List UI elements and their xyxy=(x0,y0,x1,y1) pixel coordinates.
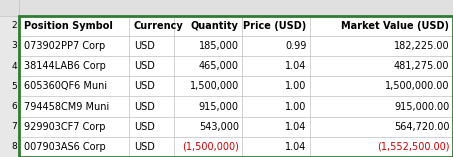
Text: (1,500,000): (1,500,000) xyxy=(182,142,239,152)
Text: 1.04: 1.04 xyxy=(285,122,307,132)
Text: USD: USD xyxy=(134,142,154,152)
Text: 38144LAB6 Corp: 38144LAB6 Corp xyxy=(24,61,106,71)
Text: USD: USD xyxy=(134,41,154,51)
Text: 481,275.00: 481,275.00 xyxy=(394,61,449,71)
Text: 185,000: 185,000 xyxy=(199,41,239,51)
Text: 7: 7 xyxy=(11,122,17,131)
Text: 007903AS6 Corp: 007903AS6 Corp xyxy=(24,142,105,152)
Text: Currency: Currency xyxy=(134,21,183,31)
Text: 1.00: 1.00 xyxy=(285,81,307,91)
Text: 929903CF7 Corp: 929903CF7 Corp xyxy=(24,122,105,132)
Text: USD: USD xyxy=(134,61,154,71)
Text: (1,552,500.00): (1,552,500.00) xyxy=(377,142,449,152)
Text: Quantity: Quantity xyxy=(191,21,239,31)
Text: 915,000.00: 915,000.00 xyxy=(394,102,449,111)
Text: USD: USD xyxy=(134,81,154,91)
Text: 1,500,000.00: 1,500,000.00 xyxy=(385,81,449,91)
Text: USD: USD xyxy=(134,122,154,132)
Text: 2: 2 xyxy=(11,21,17,30)
Text: 794458CM9 Muni: 794458CM9 Muni xyxy=(24,102,109,111)
Text: 5: 5 xyxy=(11,82,17,91)
Text: 8: 8 xyxy=(11,142,17,151)
Text: 605360QF6 Muni: 605360QF6 Muni xyxy=(24,81,106,91)
Text: 4: 4 xyxy=(11,62,17,71)
Text: 3: 3 xyxy=(11,41,17,51)
Text: 0.99: 0.99 xyxy=(285,41,307,51)
Text: 1.00: 1.00 xyxy=(285,102,307,111)
Text: 1.04: 1.04 xyxy=(285,61,307,71)
Bar xyxy=(0,0,453,16)
Text: Position Symbol: Position Symbol xyxy=(24,21,112,31)
Text: 182,225.00: 182,225.00 xyxy=(394,41,449,51)
Text: Price (USD): Price (USD) xyxy=(243,21,307,31)
Text: 564,720.00: 564,720.00 xyxy=(394,122,449,132)
Text: Market Value (USD): Market Value (USD) xyxy=(342,21,449,31)
Bar xyxy=(0,16,19,157)
Text: 073902PP7 Corp: 073902PP7 Corp xyxy=(24,41,105,51)
Text: USD: USD xyxy=(134,102,154,111)
Text: 915,000: 915,000 xyxy=(199,102,239,111)
Text: 6: 6 xyxy=(11,102,17,111)
Text: 465,000: 465,000 xyxy=(199,61,239,71)
Text: 1.04: 1.04 xyxy=(285,142,307,152)
Text: 1,500,000: 1,500,000 xyxy=(189,81,239,91)
Text: 543,000: 543,000 xyxy=(199,122,239,132)
